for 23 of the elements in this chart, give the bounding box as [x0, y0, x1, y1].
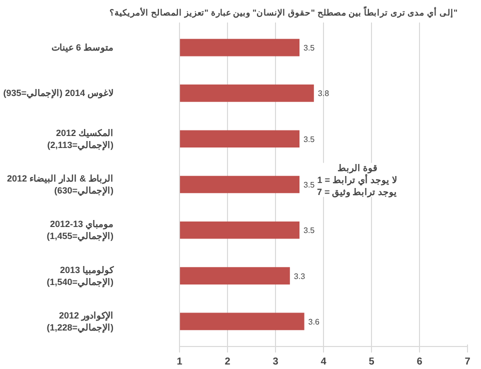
x-tick-label: 1	[176, 356, 183, 368]
data-label: 3.6	[308, 317, 320, 326]
data-label: 3.5	[304, 226, 316, 236]
y-tick-label: الإكوادور 2012 (الإجمالي=1,228)	[46, 310, 114, 334]
data-label: 3.5	[304, 180, 316, 190]
y-tick-label: لاغوس 2014 (الإجمالي=935)	[3, 88, 114, 100]
y-tick-label: متوسط 6 عينات	[51, 42, 114, 54]
y-tick-label: الرباط & الدار البيضاء 2012 (الإجمالي=630)	[6, 174, 114, 196]
annotation: قوة الربط لا يوجد أي ترابط = 1 يوجد ترابط وثيق = 7	[316, 162, 398, 198]
data-label: 3.3	[294, 272, 306, 281]
x-tick-label: 2	[224, 356, 231, 368]
x-tick-label: 6	[416, 356, 423, 368]
x-tick-label: 4	[320, 356, 327, 368]
x-tick-label: 5	[368, 356, 375, 368]
chart-title: إلى أي مدى ترى ترابطاً بين مصطلح "حقوق الإنسان" وبين عبارة "تعزيز المصالح الأمريكية؟"	[110, 6, 458, 18]
x-tick-label: 3	[272, 356, 279, 368]
data-label: 3.5	[304, 134, 316, 144]
data-label: 3.8	[318, 89, 330, 98]
y-tick-label: كولومبيا 2013 (الإجمالي=1,540)	[46, 264, 115, 288]
x-tick-label: 7	[464, 356, 471, 368]
y-tick-label: مومباي 13-2012 (الإجمالي=1,455)	[46, 219, 114, 242]
y-tick-label: المكسيك 2012 (الإجمالي=2,113)	[47, 128, 114, 151]
data-label: 3.5	[304, 44, 316, 53]
